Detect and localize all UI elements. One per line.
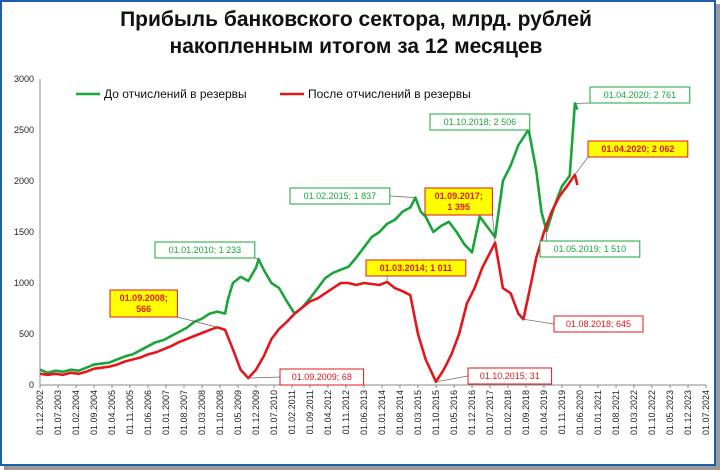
x-tick-label: 01.02.2018 [503, 390, 513, 435]
annotation-label: 01.02.2015; 1 837 [304, 191, 377, 201]
x-tick-label: 01.12.2002 [35, 390, 45, 435]
x-tick-label: 01.01.2021 [593, 390, 603, 435]
annotation-box [279, 368, 365, 386]
y-tick-label: 2500 [14, 125, 34, 135]
x-tick-label: 01.04.2019 [539, 390, 549, 435]
series-line-after [39, 173, 579, 384]
title-line-2: накопленным итогом за 12 месяцев [169, 35, 543, 58]
annotation-label: 01.09.2009; 68 [292, 372, 352, 382]
annotation-box [365, 259, 467, 277]
y-tick-label: 1000 [14, 278, 34, 288]
annotation-leader [254, 257, 259, 260]
annotation-leader [523, 318, 555, 325]
annotation-label: 1 395 [447, 202, 470, 212]
annotation-leader [574, 156, 589, 175]
x-tick-label: 01.12.2023 [683, 390, 693, 435]
annotation-label: 01.05.2019; 1 510 [554, 244, 627, 254]
x-tick-label: 01.08.2021 [611, 390, 621, 435]
x-tick-label: 01.11.2019 [557, 390, 567, 434]
x-tick-label: 01.10.2022 [647, 390, 657, 435]
x-tick-label: 01.06.2006 [143, 390, 153, 435]
x-tick-label: 01.10.2015 [431, 390, 441, 435]
x-tick-label: 01.11.2005 [125, 390, 135, 434]
annotation-label: 01.01.2010; 1 233 [169, 245, 242, 255]
legend-label-before: До отчислений в резервы [104, 87, 247, 101]
annotation-box [589, 86, 691, 104]
annotation-leader [177, 316, 218, 328]
title-line-1: Прибыль банковского сектора, млрд. рубле… [120, 8, 592, 31]
series-line-before [39, 102, 579, 375]
annotation-leader [389, 195, 416, 198]
annotation-leader [435, 375, 469, 383]
x-tick-label: 01.11.2012 [341, 390, 351, 434]
x-tick-label: 01.07.2017 [485, 390, 495, 435]
x-tick-label: 01.04.2005 [107, 390, 117, 435]
x-tick-label: 01.09.2018 [521, 390, 531, 435]
legend-label-after: После отчислений в резервы [308, 87, 471, 101]
annotation-box [429, 113, 531, 131]
x-tick-label: 01.06.2020 [575, 390, 585, 435]
x-tick-label: 01.02.2011 [287, 390, 297, 434]
annotation-label: 01.04.2020; 2 062 [601, 144, 674, 154]
annotation-box [587, 140, 689, 158]
x-tick-label: 01.03.2015 [413, 390, 423, 435]
x-tick-label: 01.06.2013 [359, 390, 369, 435]
y-tick-label: 500 [19, 329, 34, 339]
x-tick-label: 01.03.2008 [197, 390, 207, 435]
annotation-box [109, 289, 178, 318]
annotation-box [289, 187, 391, 205]
x-tick-label: 01.09.2011 [305, 390, 315, 434]
y-tick-label: 0 [29, 380, 34, 390]
x-tick-label: 01.08.2007 [179, 390, 189, 435]
x-tick-label: 01.05.2023 [665, 390, 675, 435]
x-tick-label: 01.09.2004 [89, 390, 99, 435]
annotation-leader [492, 214, 496, 243]
x-tick-label: 01.07.2003 [53, 390, 63, 435]
x-tick-label: 01.07.2024 [701, 390, 711, 435]
annotation-label: 566 [136, 304, 151, 314]
annotation-box [467, 367, 553, 385]
y-tick-label: 2000 [14, 176, 34, 186]
annotation-label: 01.10.2015; 31 [480, 371, 540, 381]
x-tick-label: 01.01.2014 [377, 390, 387, 435]
annotation-leader [248, 376, 281, 379]
annotation-label: 01.09.2017; [435, 191, 483, 201]
annotation-label: 01.04.2020; 2 761 [604, 90, 677, 100]
annotation-label: 01.03.2014; 1 011 [380, 263, 453, 273]
chart-title: Прибыль банковского сектора, млрд. рубле… [0, 6, 712, 60]
x-tick-label: 01.10.2008 [215, 390, 225, 435]
annotation-box [424, 187, 493, 216]
x-tick-label: 01.07.2010 [269, 390, 279, 435]
x-tick-label: 01.05.2009 [233, 390, 243, 435]
annotation-box [154, 241, 256, 259]
x-tick-label: 01.12.2016 [467, 390, 477, 435]
y-tick-label: 3000 [14, 74, 34, 84]
x-tick-label: 01.02.2004 [71, 390, 81, 435]
annotation-box [553, 315, 644, 333]
x-tick-label: 01.05.2016 [449, 390, 459, 435]
annotation-box [539, 240, 641, 258]
annotation-label: 01.08.2018; 645 [566, 319, 631, 329]
x-tick-label: 01.03.2022 [629, 390, 639, 435]
x-tick-label: 01.08.2014 [395, 390, 405, 435]
x-tick-label: 01.12.2009 [251, 390, 261, 435]
x-tick-label: 01.04.2012 [323, 390, 333, 435]
annotation-label: 01.10.2018; 2 506 [444, 117, 517, 127]
x-tick-label: 01.01.2007 [161, 390, 171, 435]
y-tick-label: 1500 [14, 227, 34, 237]
annotation-label: 01.09.2008; [120, 293, 168, 303]
